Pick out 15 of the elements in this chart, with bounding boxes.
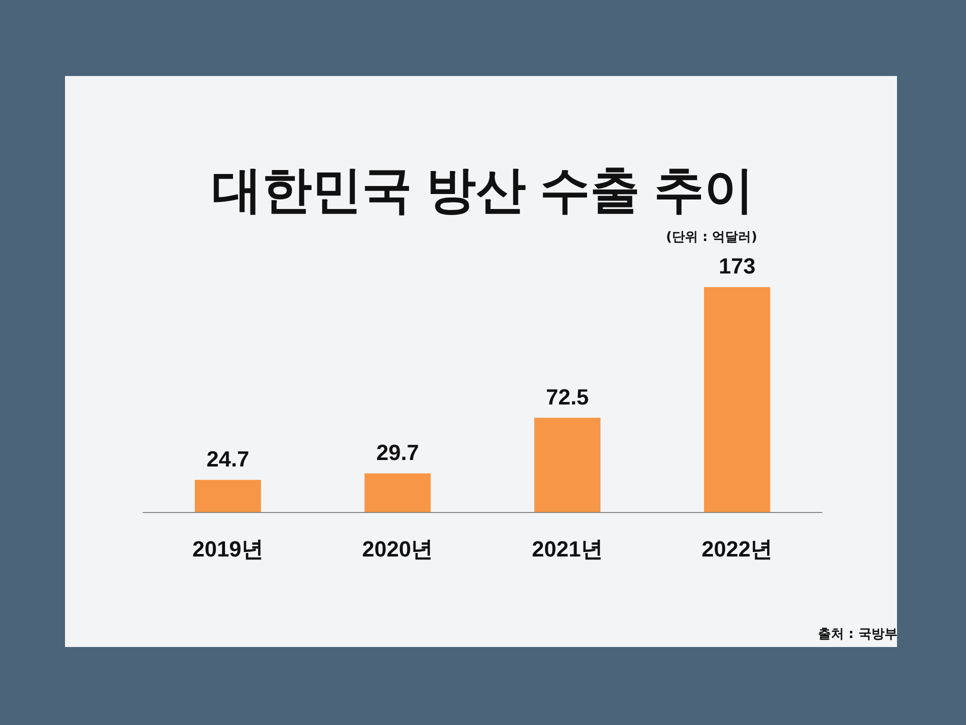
x-tick-label: 2020년 — [362, 536, 434, 562]
data-label: 72.5 — [546, 384, 589, 410]
bar — [194, 480, 261, 512]
source-note: 출처 : 국방부 — [818, 626, 898, 643]
x-tick-label: 2022년 — [702, 536, 773, 562]
bar — [534, 418, 600, 512]
bar — [704, 287, 770, 512]
x-tick-label: 2021년 — [532, 536, 603, 562]
chart-title: 대한민국 방산 수출 추이 — [212, 162, 754, 218]
x-tick-label: 2019년 — [192, 536, 264, 562]
data-label: 29.7 — [376, 440, 420, 465]
bar — [364, 473, 431, 512]
data-label: 173 — [718, 254, 756, 279]
text: (단위 : 억달러) — [666, 229, 758, 246]
data-label: 24.7 — [206, 446, 250, 472]
